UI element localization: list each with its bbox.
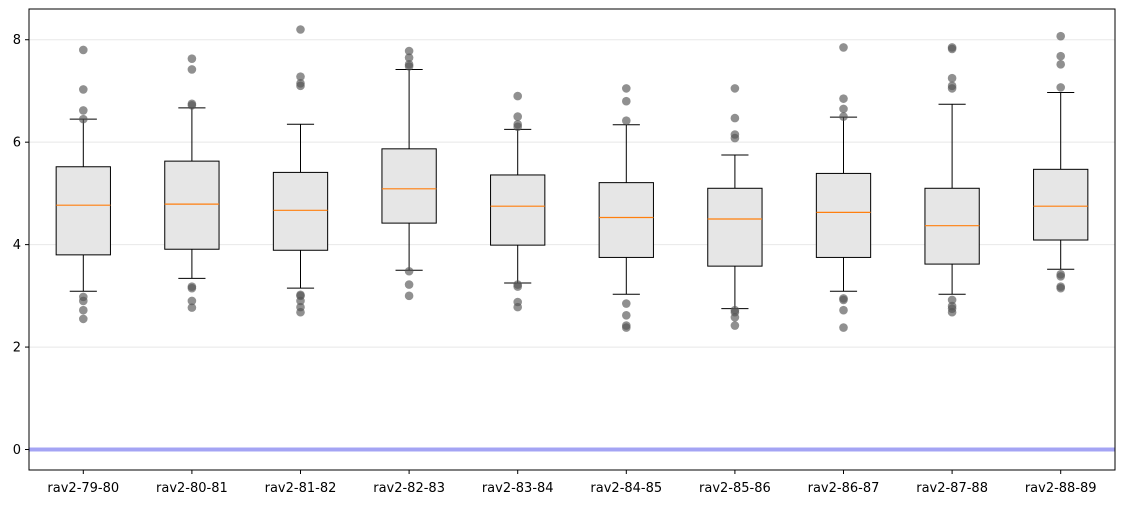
outlier-point	[187, 99, 197, 109]
box	[598, 182, 654, 258]
outlier-point	[730, 130, 740, 139]
box-group	[55, 45, 111, 324]
box	[490, 174, 546, 246]
outlier-point	[296, 78, 305, 88]
outlier-point	[622, 84, 631, 93]
outlier-point	[622, 96, 631, 106]
outlier-point	[187, 296, 197, 306]
outlier-point	[513, 297, 522, 307]
outlier-point	[296, 25, 305, 34]
outlier-point	[513, 112, 522, 121]
outlier-point	[513, 119, 522, 129]
outlier-point	[404, 53, 414, 62]
outlier-point	[839, 294, 848, 303]
box-group	[490, 91, 546, 312]
y-tick-label: 0	[13, 443, 21, 458]
box	[272, 171, 329, 251]
box-group	[707, 84, 763, 330]
box-group	[924, 43, 980, 317]
outlier-point	[79, 106, 88, 115]
outlier-point	[839, 94, 848, 103]
x-tick-label: rav2-84-85	[590, 481, 662, 496]
box	[1033, 168, 1089, 241]
y-tick-label: 8	[13, 33, 21, 48]
box	[707, 187, 763, 267]
outlier-point	[1056, 31, 1065, 41]
box	[815, 172, 872, 258]
outlier-point	[404, 266, 414, 276]
box-group	[815, 43, 872, 332]
outlier-point	[947, 43, 957, 52]
outlier-point	[296, 302, 305, 312]
outlier-point	[730, 321, 740, 330]
x-tick-label: rav2-79-80	[47, 481, 119, 496]
outlier-point	[79, 114, 88, 124]
outlier-point	[513, 91, 522, 101]
outlier-point	[187, 282, 197, 291]
outlier-point	[404, 60, 414, 69]
outlier-point	[296, 290, 305, 300]
outlier-point	[730, 113, 740, 123]
outlier-point	[513, 280, 522, 289]
outlier-point	[1056, 270, 1065, 279]
x-tick-label: rav2-86-87	[808, 481, 880, 496]
outlier-point	[404, 46, 414, 56]
outlier-point	[1056, 60, 1065, 69]
outlier-point	[839, 305, 848, 315]
box-group	[272, 25, 329, 317]
box-group	[381, 46, 437, 301]
outlier-point	[730, 305, 740, 315]
outlier-point	[947, 73, 957, 83]
outlier-point	[1056, 282, 1065, 291]
x-tick-label: rav2-85-86	[699, 481, 771, 496]
outlier-point	[839, 104, 848, 114]
boxes-layer	[55, 25, 1089, 332]
outlier-point	[404, 280, 414, 289]
outlier-point	[839, 112, 848, 121]
outlier-point	[622, 299, 631, 308]
outlier-point	[622, 116, 631, 125]
outlier-point	[79, 314, 88, 324]
outlier-point	[730, 84, 740, 93]
y-tick-label: 4	[13, 238, 21, 253]
y-tick-label: 2	[13, 341, 21, 356]
outlier-point	[947, 295, 957, 305]
x-tick-label: rav2-81-82	[265, 481, 337, 496]
outlier-point	[79, 85, 88, 94]
outlier-point	[1056, 83, 1065, 92]
x-tick-label: rav2-83-84	[482, 481, 554, 496]
outlier-point	[622, 311, 631, 320]
box	[164, 160, 220, 250]
plot-frame	[28, 8, 1116, 471]
box-group	[1033, 31, 1089, 293]
outlier-point	[79, 292, 88, 302]
x-tick-label: rav2-80-81	[156, 481, 228, 496]
box-group	[164, 54, 220, 312]
outlier-point	[296, 72, 305, 81]
box	[55, 166, 111, 256]
x-axis: rav2-79-80 rav2-80-81 rav2-81-82 rav2-82-83…	[47, 470, 1097, 496]
outlier-point	[404, 291, 414, 301]
outlier-point	[839, 323, 848, 332]
outlier-point	[79, 45, 88, 55]
box	[381, 148, 437, 224]
y-tick-label: 6	[13, 136, 21, 151]
outlier-point	[187, 65, 197, 74]
box-group	[598, 84, 654, 332]
outlier-point	[947, 301, 957, 311]
outlier-point	[839, 43, 848, 52]
outlier-point	[947, 81, 957, 91]
outlier-point	[187, 54, 197, 63]
outlier-point	[622, 321, 631, 330]
x-tick-label: rav2-82-83	[373, 481, 445, 496]
x-tick-label: rav2-87-88	[916, 481, 988, 496]
outlier-point	[187, 303, 197, 312]
x-tick-label: rav2-88-89	[1025, 481, 1097, 496]
outlier-point	[79, 305, 88, 315]
y-axis: 0 2 4 6 8	[13, 33, 29, 458]
outlier-point	[1056, 51, 1065, 61]
